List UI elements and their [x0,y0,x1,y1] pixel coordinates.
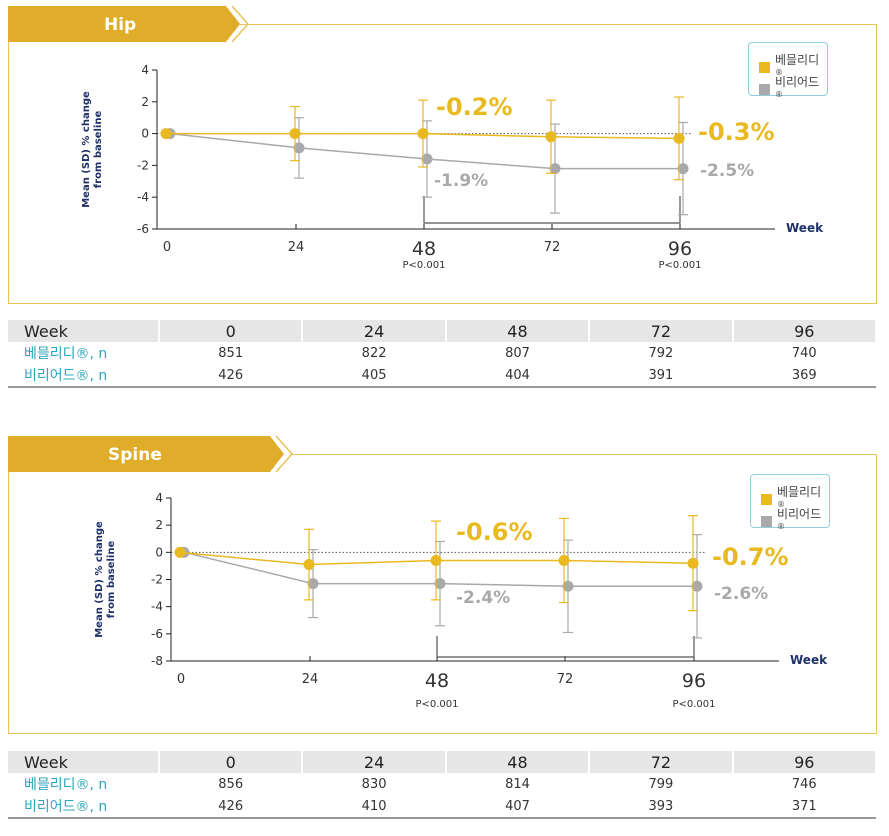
legend-label: 베믈리디 [776,485,822,499]
spine-tab-shape: Spine [8,436,294,472]
table-header-cell: 72 [589,320,734,342]
table-cell: 851 [218,345,244,361]
hip-counts-table: Week 0 24 48 72 96 베믈리디®, n 851 822 807 … [8,320,878,388]
table-header-cell: 24 [302,320,447,342]
table-row-label: 비리어드®, n [8,795,159,819]
table-cell: 369 [732,364,876,388]
spine-legend-item-1: 베믈리디® [761,483,829,515]
table-header-cell: 48 [445,751,591,773]
table-row: 베믈리디®, n 851 822 807 792 740 [8,342,876,364]
legend-reg-mark: ® [774,90,783,99]
table-cell: 792 [648,345,674,361]
legend-label: 베믈리디 [774,53,820,67]
legend-reg-mark: ® [776,500,785,509]
table-header-row: Week 0 24 48 72 96 [8,320,878,342]
table-cell: 807 [505,345,530,361]
hip-tab-shape: Hip [8,6,248,42]
table-cell: 393 [589,795,733,819]
table-cell: 410 [302,795,446,819]
table-cell: 404 [445,364,590,388]
table-row: 비리어드®, n 426 410 407 393 371 [8,795,876,819]
table-cell: 407 [445,795,590,819]
table-row-label: 베믈리디®, n [24,346,108,362]
table-row: 베믈리디®, n 856 830 814 799 746 [8,773,876,795]
table-cell: 856 [218,776,244,792]
spine-chart-panel [8,454,877,734]
legend-swatch-gray [759,83,770,95]
table-cell: 830 [361,776,387,792]
table-header-cell: 96 [732,751,878,773]
table-cell: 426 [159,795,303,819]
table-cell: 799 [648,776,674,792]
spine-tab-title: Spine [108,445,162,465]
hip-panel-topline [240,24,877,25]
table-cell: 740 [791,345,817,361]
hip-section-tab: Hip [8,6,248,42]
table-cell: 426 [159,364,303,388]
table-cell: 371 [732,795,876,819]
table-header-cell: 24 [302,751,447,773]
legend-swatch-gray [761,515,772,527]
table-header-cell: 96 [732,320,878,342]
legend-reg-mark: ® [776,522,785,531]
hip-tab-title: Hip [104,15,136,35]
table-header-cell: 0 [159,320,304,342]
table-cell: 746 [791,776,817,792]
spine-counts-table: Week 0 24 48 72 96 베믈리디®, n 856 830 814 … [8,751,878,819]
table-header-cell: 0 [159,751,304,773]
table-header-cell: Week [8,320,160,342]
legend-label: 비리어드 [776,507,822,521]
hip-legend-item-2: 비리어드® [759,73,827,105]
table-row-label: 베믈리디®, n [24,777,108,793]
table-cell: 405 [302,364,446,388]
table-header-cell: Week [8,751,160,773]
table-cell: 814 [505,776,530,792]
table-header-cell: 48 [445,320,591,342]
table-header-row: Week 0 24 48 72 96 [8,751,878,773]
spine-legend-item-2: 비리어드® [761,505,829,537]
hip-chart-panel [8,24,877,304]
spine-legend: 베믈리디® 비리어드® [750,474,830,531]
table-cell: 391 [589,364,733,388]
legend-swatch-gold [759,61,770,73]
table-row: 비리어드®, n 426 405 404 391 369 [8,364,876,388]
hip-legend: 베믈리디® 비리어드® [748,42,828,99]
spine-section-tab: Spine [8,436,298,472]
hip-legend-item-1: 베믈리디® [759,51,827,83]
table-cell: 822 [361,345,387,361]
table-header-cell: 72 [589,751,734,773]
table-row-label: 비리어드®, n [8,364,159,388]
legend-label: 비리어드 [774,75,820,89]
spine-panel-topline [290,454,877,455]
legend-swatch-gold [761,493,772,505]
legend-reg-mark: ® [774,68,783,77]
